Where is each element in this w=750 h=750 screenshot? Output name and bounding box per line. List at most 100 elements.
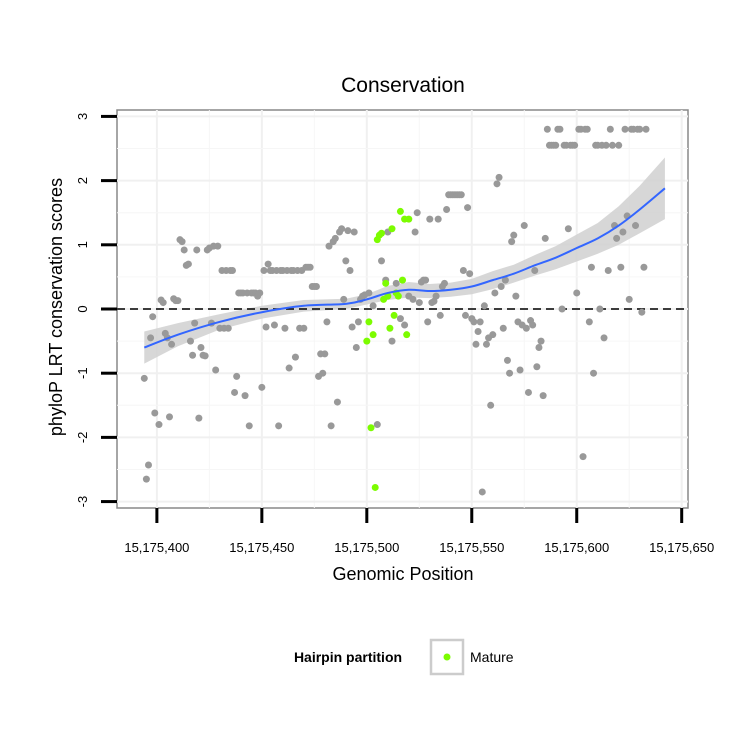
data-point [291,353,299,361]
data-point [472,340,480,348]
data-point [615,141,623,149]
mature-point [363,337,371,345]
y-tick-label: -3 [75,496,90,508]
x-axis-title: Genomic Position [332,564,473,584]
data-point [512,292,520,300]
data-point [436,311,444,319]
mature-point [405,215,413,223]
data-point [352,344,360,352]
data-point [168,340,176,348]
data-point [193,246,201,254]
mature-point [365,318,373,326]
data-point [558,305,566,313]
data-point [350,228,358,236]
data-point [426,215,434,223]
data-point [501,276,509,284]
data-point [583,125,591,133]
data-point [476,318,484,326]
legend-label-mature: Mature [470,649,514,665]
data-point [270,321,278,329]
data-point [556,125,564,133]
data-point [189,351,197,359]
legend: Hairpin partition Mature [294,638,514,676]
data-point [281,324,289,332]
x-tick-label: 15,175,500 [334,540,399,555]
data-point [388,337,396,345]
data-point [539,392,547,400]
data-point [497,283,505,291]
data-point [520,222,528,230]
data-point [432,292,440,300]
data-point [457,191,465,199]
data-point [151,409,159,417]
data-point [506,369,514,377]
data-point [478,488,486,496]
data-point [365,289,373,297]
data-point [596,305,604,313]
data-point [585,318,593,326]
data-point [214,242,222,250]
data-point [327,422,335,430]
data-point [508,238,516,246]
x-tick-label: 15,175,450 [229,540,294,555]
data-point [178,238,186,246]
data-point [495,173,503,181]
data-points [140,125,650,496]
data-point [489,331,497,339]
data-point [537,337,545,345]
data-point [642,125,650,133]
data-point [461,311,469,319]
data-point [464,204,472,212]
data-point [640,263,648,271]
data-point [241,392,249,400]
data-point [493,180,501,188]
x-tick-label: 15,175,550 [439,540,504,555]
mature-point [399,276,406,284]
data-point [632,222,640,230]
y-axis: -3 -2 -1 0 1 2 3 [75,113,117,508]
y-tick-label: 1 [75,241,90,248]
data-point [516,366,524,374]
data-point [535,344,543,352]
data-point [333,398,341,406]
data-point [165,413,173,421]
data-point [260,266,268,274]
data-point [474,327,482,335]
data-point [470,318,478,326]
data-point [401,321,409,329]
data-point [344,227,352,235]
data-point [422,276,430,284]
mature-point [378,229,386,237]
y-tick-label: -2 [75,432,90,444]
x-tick-label: 15,175,400 [124,540,189,555]
confidence-band-group [144,157,665,364]
mature-point [394,292,402,300]
data-point [195,414,203,422]
y-tick-label: 3 [75,113,90,120]
smooth-line [143,187,666,349]
mature-point [382,279,390,287]
data-point [258,383,266,391]
data-point [499,324,507,332]
data-point [142,475,150,483]
data-point [155,421,163,429]
data-point [396,315,404,323]
data-point [224,324,232,332]
data-point [482,340,490,348]
data-point [331,234,339,242]
data-point [587,263,595,271]
data-point [340,295,348,303]
y-tick-label: 2 [75,177,90,184]
data-point [159,299,167,307]
data-point [285,364,293,372]
x-tick-label: 15,175,650 [649,540,714,555]
chart-title: Conservation [341,74,465,97]
smooth-line-group [143,187,666,349]
data-point [579,453,587,461]
y-axis-title: phyloP LRT conservation scores [46,178,66,436]
data-point [149,313,157,321]
data-point [144,461,152,469]
data-point [348,323,356,331]
data-point [378,257,386,265]
